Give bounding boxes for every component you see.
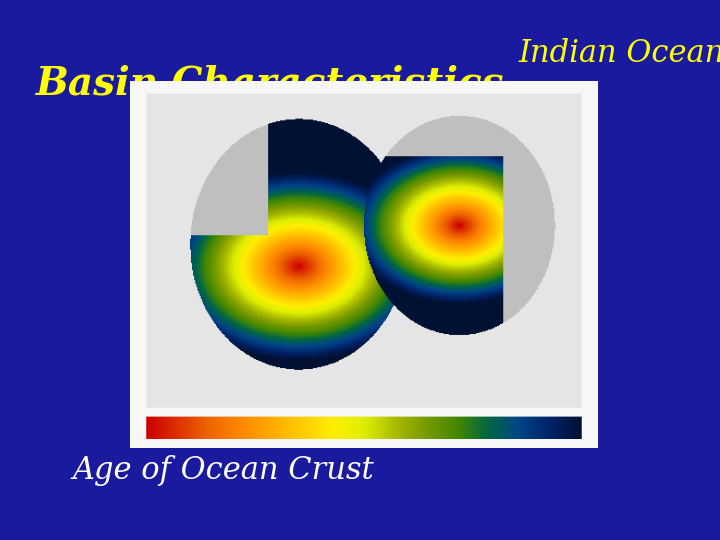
Text: Basin Characteristics: Basin Characteristics bbox=[36, 65, 505, 103]
Text: Indian Ocean: Indian Ocean bbox=[518, 38, 720, 69]
Text: Age of Ocean Crust: Age of Ocean Crust bbox=[72, 455, 374, 486]
